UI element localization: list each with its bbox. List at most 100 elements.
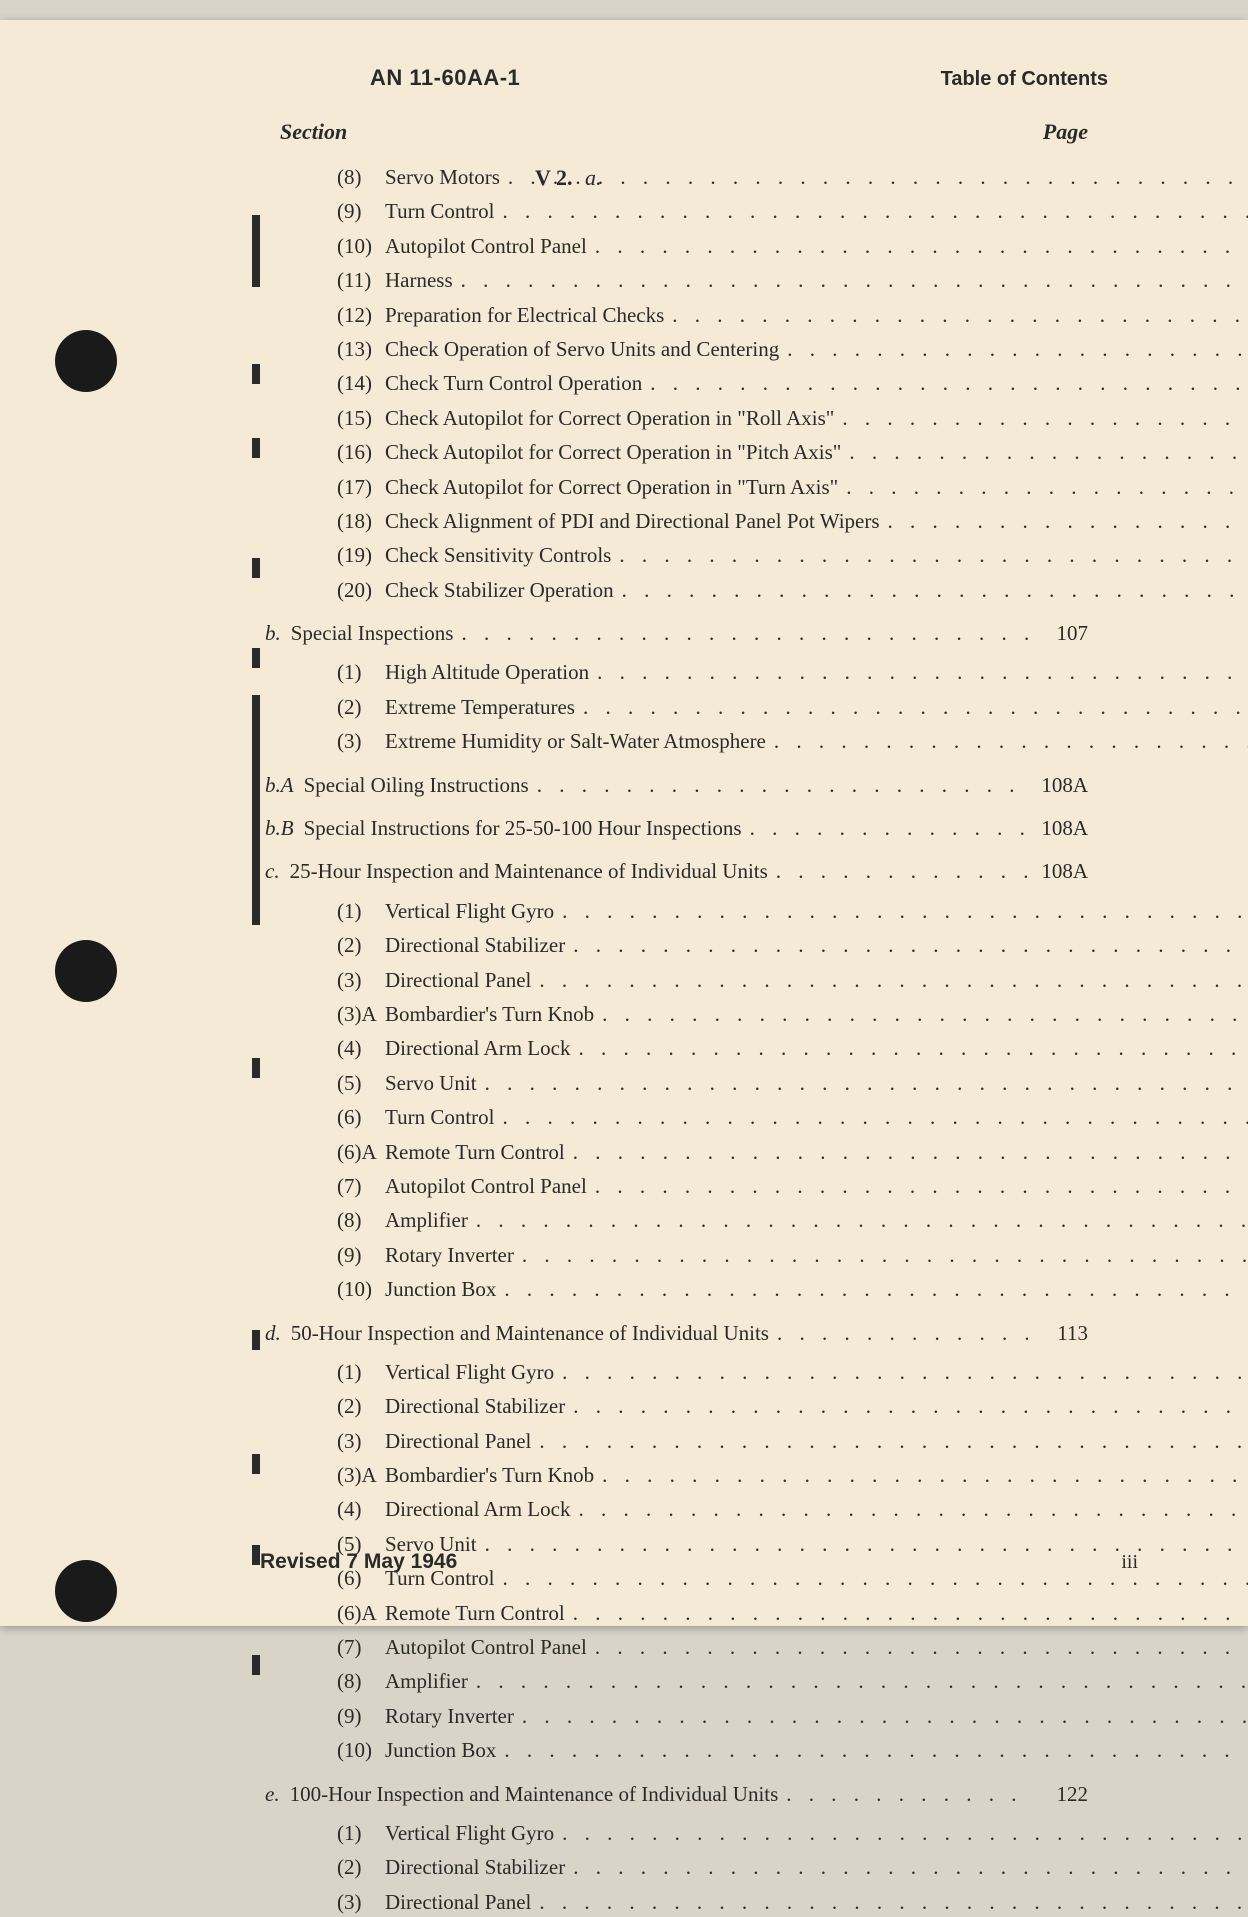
- toc-item-title: Check Stabilizer Operation: [385, 576, 614, 605]
- toc-entry: (19)Check Sensitivity Controls. . . . . …: [265, 541, 1088, 570]
- leader-dots: . . . . . . . . . . . . . . . . . . . . …: [514, 1241, 1248, 1270]
- toc-item-number: (3): [337, 1888, 385, 1917]
- toc-item-number: (4): [337, 1034, 385, 1063]
- toc-section-heading: b.BSpecial Instructions for 25-50-100 Ho…: [265, 814, 1088, 843]
- toc-entry: (3)ABombardier's Turn Knob. . . . . . . …: [265, 1461, 1088, 1490]
- toc-item-title: Check Autopilot for Correct Operation in…: [385, 473, 838, 502]
- leader-dots: . . . . . . . . . . . . . . . . . . . . …: [594, 1000, 1248, 1029]
- toc-item-title: Directional Panel: [385, 1427, 531, 1456]
- toc-entry: (2)Directional Stabilizer. . . . . . . .…: [265, 931, 1088, 960]
- toc-item-number: (2): [337, 1853, 385, 1882]
- toc-entry: (4)Directional Arm Lock. . . . . . . . .…: [265, 1495, 1088, 1524]
- toc-item-title: Directional Panel: [385, 966, 531, 995]
- leader-dots: . . . . . . . . . . . . . . . . . . . . …: [570, 1034, 1248, 1063]
- page-footer: Revised 7 May 1946 iii: [260, 1550, 1138, 1574]
- revision-bar: [252, 1454, 260, 1474]
- toc-entry: (6)Turn Control. . . . . . . . . . . . .…: [265, 1103, 1088, 1132]
- toc-item-title: Vertical Flight Gyro: [385, 1819, 554, 1848]
- toc-item-title: Remote Turn Control: [385, 1138, 565, 1167]
- toc-entry: (17)Check Autopilot for Correct Operatio…: [265, 473, 1088, 502]
- toc-entry: V 2.a.(8)Servo Motors. . . . . . . . . .…: [265, 163, 1088, 192]
- toc-section-heading: e.100-Hour Inspection and Maintenance of…: [265, 1780, 1088, 1809]
- leader-dots: . . . . . . . . . . . . . . . . . . . . …: [768, 857, 1028, 886]
- toc-item-title: Autopilot Control Panel: [385, 1633, 587, 1662]
- toc-entry: (7)Autopilot Control Panel. . . . . . . …: [265, 1633, 1088, 1662]
- leader-dots: . . . . . . . . . . . . . . . . . . . . …: [642, 369, 1248, 398]
- toc-item-number: (2): [337, 931, 385, 960]
- leader-dots: . . . . . . . . . . . . . . . . . . . . …: [880, 507, 1248, 536]
- leader-dots: . . . . . . . . . . . . . . . . . . . . …: [531, 1427, 1248, 1456]
- revision-date: Revised 7 May 1946: [260, 1550, 457, 1574]
- revision-bar: [252, 558, 260, 578]
- toc-item-number: (2): [337, 1392, 385, 1421]
- toc-item-number: (3): [337, 727, 385, 756]
- toc-item-title: Bombardier's Turn Knob: [385, 1000, 594, 1029]
- toc-heading: Table of Contents: [941, 68, 1108, 91]
- toc-heading-title: Special Instructions for 25-50-100 Hour …: [304, 814, 742, 843]
- toc-heading-title: 25-Hour Inspection and Maintenance of In…: [290, 857, 768, 886]
- revision-bar: [252, 695, 260, 925]
- toc-item-number: (10): [337, 1275, 385, 1304]
- toc-item-number: (17): [337, 473, 385, 502]
- punch-hole: [55, 940, 117, 1002]
- toc-item-number: (1): [337, 1819, 385, 1848]
- leader-dots: . . . . . . . . . . . . . . . . . . . . …: [587, 1633, 1248, 1662]
- toc-entry: (6)ARemote Turn Control. . . . . . . . .…: [265, 1138, 1088, 1167]
- leader-dots: . . . . . . . . . . . . . . . . . . . . …: [778, 1780, 1028, 1809]
- toc-entry: (12)Preparation for Electrical Checks. .…: [265, 301, 1088, 330]
- toc-heading-title: Special Inspections: [291, 619, 454, 648]
- section-letter: c.: [265, 857, 290, 886]
- toc-item-number: (8): [337, 1667, 385, 1696]
- toc-page-ref: 108A: [1028, 814, 1088, 843]
- toc-item-number: (3)A: [337, 1000, 385, 1029]
- toc-heading-title: Special Oiling Instructions: [304, 771, 529, 800]
- toc-section-heading: d.50-Hour Inspection and Maintenance of …: [265, 1319, 1088, 1348]
- toc-entry: (2)Directional Stabilizer. . . . . . . .…: [265, 1392, 1088, 1421]
- toc-entry: (6)ARemote Turn Control. . . . . . . . .…: [265, 1599, 1088, 1628]
- leader-dots: . . . . . . . . . . . . . . . . . . . . …: [565, 1392, 1248, 1421]
- leader-dots: . . . . . . . . . . . . . . . . . . . . …: [742, 814, 1028, 843]
- page-number: iii: [1121, 1551, 1138, 1574]
- toc-item-title: Autopilot Control Panel: [385, 1172, 587, 1201]
- toc-item-title: Turn Control: [385, 197, 495, 226]
- leader-dots: . . . . . . . . . . . . . . . . . . . . …: [495, 1103, 1248, 1132]
- toc-item-number: (15): [337, 404, 385, 433]
- toc-item-number: (7): [337, 1172, 385, 1201]
- revision-bar: [252, 364, 260, 384]
- toc-entry: (3)Directional Panel. . . . . . . . . . …: [265, 1427, 1088, 1456]
- toc-entry: (3)ABombardier's Turn Knob. . . . . . . …: [265, 1000, 1088, 1029]
- leader-dots: . . . . . . . . . . . . . . . . . . . . …: [453, 619, 1028, 648]
- leader-dots: . . . . . . . . . . . . . . . . . . . . …: [575, 693, 1248, 722]
- leader-dots: . . . . . . . . . . . . . . . . . . . . …: [468, 1667, 1248, 1696]
- toc-item-number: (6)A: [337, 1138, 385, 1167]
- toc-item-number: (13): [337, 335, 385, 364]
- toc-page-ref: 108A: [1028, 857, 1088, 886]
- toc-item-title: Directional Arm Lock: [385, 1495, 570, 1524]
- section-letter: a.: [585, 163, 602, 194]
- toc-item-title: Servo Motors: [385, 163, 500, 192]
- toc-entry: (16)Check Autopilot for Correct Operatio…: [265, 438, 1088, 467]
- toc-entry: (10)Junction Box. . . . . . . . . . . . …: [265, 1275, 1088, 1304]
- leader-dots: . . . . . . . . . . . . . . . . . . . . …: [554, 1819, 1248, 1848]
- document-number: AN 11-60AA-1: [370, 65, 520, 91]
- section-letter: b.A: [265, 771, 304, 800]
- leader-dots: . . . . . . . . . . . . . . . . . . . . …: [769, 1319, 1028, 1348]
- toc-page-ref: 107: [1028, 619, 1088, 648]
- revision-bar: [252, 648, 260, 668]
- leader-dots: . . . . . . . . . . . . . . . . . . . . …: [529, 771, 1028, 800]
- leader-dots: . . . . . . . . . . . . . . . . . . . . …: [611, 541, 1248, 570]
- toc-item-title: Directional Stabilizer: [385, 1392, 565, 1421]
- toc-item-number: (3): [337, 966, 385, 995]
- toc-item-title: Harness: [385, 266, 453, 295]
- toc-item-title: High Altitude Operation: [385, 658, 589, 687]
- toc-entry: (10)Autopilot Control Panel. . . . . . .…: [265, 232, 1088, 261]
- section-column-header: Section: [280, 119, 347, 145]
- toc-item-title: Amplifier: [385, 1667, 468, 1696]
- toc-item-title: Rotary Inverter: [385, 1702, 514, 1731]
- toc-item-title: Directional Stabilizer: [385, 1853, 565, 1882]
- toc-item-number: (3): [337, 1427, 385, 1456]
- leader-dots: . . . . . . . . . . . . . . . . . . . . …: [496, 1275, 1248, 1304]
- leader-dots: . . . . . . . . . . . . . . . . . . . . …: [614, 576, 1248, 605]
- leader-dots: . . . . . . . . . . . . . . . . . . . . …: [477, 1069, 1248, 1098]
- toc-entry: (10)Junction Box. . . . . . . . . . . . …: [265, 1736, 1088, 1765]
